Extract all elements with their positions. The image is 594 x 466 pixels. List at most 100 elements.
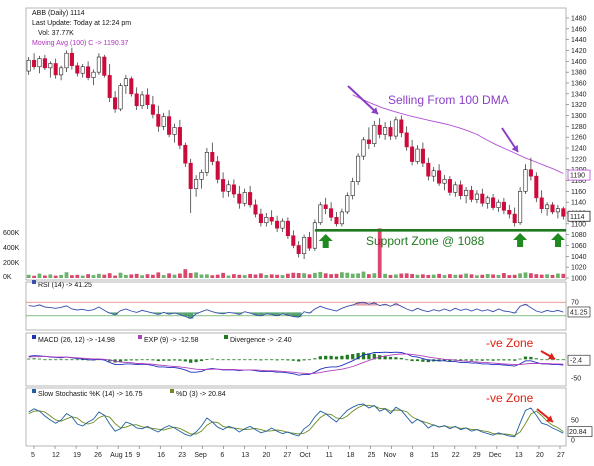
- candle-up: [312, 222, 317, 249]
- macd-divergence-bar: [291, 359, 295, 361]
- candle-down: [404, 132, 409, 148]
- macd-divergence-bar: [216, 359, 220, 361]
- volume-bar: [502, 273, 506, 278]
- price-tick-label: 1340: [571, 91, 587, 98]
- volume-bar: [372, 273, 377, 278]
- rsi-legend: RSI (14) -> 41.25: [38, 282, 92, 289]
- macd-divergence-bar: [459, 359, 463, 361]
- header-symbol: ABB (Daily) 1114: [32, 10, 85, 17]
- candle-down: [215, 161, 220, 180]
- price-tick-label: 1060: [571, 243, 587, 250]
- x-tick-label: 25: [368, 452, 376, 459]
- candle-down: [253, 204, 258, 215]
- macd-divergence-bar: [334, 356, 339, 360]
- volume-bar: [269, 274, 274, 278]
- volume-bar: [102, 274, 107, 278]
- volume-bar: [550, 274, 555, 278]
- annotation-selling: Selling From 100 DMA: [388, 93, 509, 107]
- candle-down: [69, 52, 74, 66]
- candle-down: [237, 193, 242, 204]
- volume-bar: [350, 273, 355, 278]
- volume-tick-label: 0K: [3, 274, 12, 281]
- volume-bar: [453, 274, 458, 278]
- macd-divergence-bar: [556, 359, 560, 361]
- rsi-fill-overbought: [393, 303, 399, 306]
- volume-tick-label: 600K: [3, 230, 20, 237]
- macd-divergence-bar: [172, 359, 177, 361]
- candle-down: [150, 104, 155, 115]
- candle-up: [48, 63, 53, 69]
- volume-bar: [491, 274, 495, 278]
- candle-up: [393, 119, 398, 137]
- candle-up: [118, 85, 123, 110]
- macd-divergence-bar: [248, 359, 252, 361]
- rsi-fill-oversold: [193, 312, 199, 314]
- volume-bar: [264, 274, 269, 278]
- price-tick-label: 1180: [571, 178, 586, 185]
- macd-divergence-bar: [426, 359, 430, 363]
- candle-down: [307, 237, 312, 249]
- volume-bar: [43, 275, 47, 278]
- stoch-panel-frame: [25, 387, 567, 447]
- macd-divergence-bar: [415, 359, 420, 362]
- stoch-d-legend-icon: [170, 389, 174, 393]
- macd-divergence-bar: [388, 356, 393, 360]
- volume-bar: [37, 273, 42, 278]
- candle-up: [496, 201, 501, 208]
- candle-down: [167, 116, 172, 135]
- candle-down: [550, 204, 555, 213]
- macd-divergence-bar: [523, 356, 528, 360]
- candle-down: [102, 56, 107, 76]
- macd-divergence-bar: [324, 355, 328, 360]
- stoch-last-label: 20.84: [569, 429, 587, 436]
- candle-up: [350, 181, 355, 196]
- support-arrow-2: [513, 233, 528, 247]
- candle-down: [323, 204, 328, 209]
- macd-divergence-bar: [507, 359, 511, 361]
- candle-up: [26, 59, 31, 72]
- rsi-fill-oversold: [269, 312, 275, 315]
- candle-down: [113, 97, 118, 110]
- x-tick-label: 20: [262, 452, 270, 459]
- macd-divergence-bar: [59, 359, 63, 361]
- volume-bar: [188, 273, 193, 278]
- macd-divergence-bar: [464, 359, 468, 361]
- x-tick-label: Nov: [384, 452, 397, 459]
- volume-bar: [242, 275, 247, 278]
- volume-bar: [145, 274, 150, 278]
- support-arrow-1: [318, 234, 333, 248]
- candle-up: [172, 127, 177, 135]
- volume-bar: [480, 274, 485, 278]
- rsi-fill-oversold: [182, 312, 188, 317]
- volume-bar: [448, 274, 452, 278]
- price-tick-label: 1420: [571, 48, 587, 55]
- macd-divergence-bar: [480, 359, 484, 361]
- candle-down: [156, 114, 161, 127]
- macd-divergence-bar: [302, 359, 306, 361]
- volume-bar: [280, 275, 285, 278]
- volume-bar: [415, 274, 420, 278]
- volume-bar: [334, 273, 339, 278]
- candle-down: [561, 208, 566, 217]
- macd-divergence-bar: [372, 353, 376, 360]
- macd-line: [28, 351, 564, 376]
- macd-divergence-bar: [545, 359, 549, 361]
- macd-divergence-bar: [297, 359, 301, 362]
- volume-bar: [529, 273, 533, 278]
- stoch-red-arrow-head: [546, 415, 553, 422]
- macd-divergence-bar: [356, 353, 360, 360]
- macd-divergence-bar: [237, 359, 241, 361]
- volume-bar: [383, 273, 387, 278]
- candle-down: [399, 119, 404, 134]
- volume-bar: [469, 274, 474, 278]
- macd-divergence-bar: [550, 359, 555, 361]
- volume-bar: [91, 275, 96, 278]
- price-tick-label: 1300: [571, 113, 587, 120]
- macd-divergence-bar: [270, 359, 274, 361]
- stoch-tick-label: 0: [571, 438, 575, 445]
- candle-up: [80, 66, 85, 74]
- rsi-fill-oversold: [279, 312, 286, 314]
- macd-divergence-bar: [280, 359, 285, 361]
- volume-bar: [318, 271, 323, 278]
- volume-bar: [97, 273, 101, 278]
